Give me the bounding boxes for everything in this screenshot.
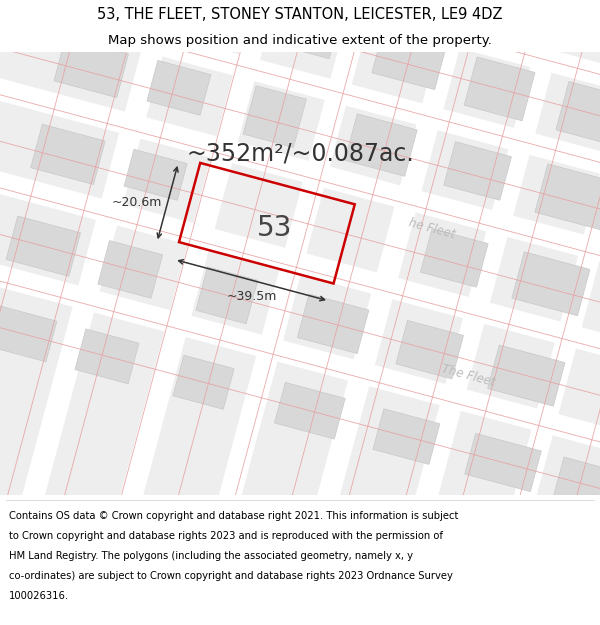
Polygon shape (0, 304, 57, 362)
Polygon shape (298, 294, 369, 354)
Polygon shape (274, 382, 345, 439)
Polygon shape (373, 409, 440, 464)
Polygon shape (372, 29, 446, 89)
Polygon shape (243, 86, 307, 148)
Text: 53, THE FLEET, STONEY STANTON, LEICESTER, LE9 4DZ: 53, THE FLEET, STONEY STANTON, LEICESTER… (97, 7, 503, 22)
Polygon shape (444, 142, 511, 200)
Polygon shape (0, 0, 234, 625)
Polygon shape (512, 252, 590, 316)
Polygon shape (0, 0, 600, 140)
Polygon shape (396, 321, 464, 379)
Polygon shape (0, 224, 600, 478)
Polygon shape (71, 0, 326, 625)
Polygon shape (421, 229, 488, 287)
Polygon shape (98, 241, 163, 298)
Text: The Fleet: The Fleet (440, 362, 496, 389)
Polygon shape (6, 216, 80, 276)
Polygon shape (124, 149, 187, 200)
Polygon shape (71, 0, 156, 19)
Polygon shape (174, 0, 248, 36)
Polygon shape (75, 329, 139, 384)
Text: Map shows position and indicative extent of the property.: Map shows position and indicative extent… (108, 34, 492, 47)
Polygon shape (147, 61, 211, 115)
Polygon shape (345, 114, 417, 176)
Text: to Crown copyright and database rights 2023 and is reproduced with the permissio: to Crown copyright and database rights 2… (9, 531, 443, 541)
Polygon shape (0, 0, 600, 222)
Polygon shape (0, 50, 600, 304)
Polygon shape (31, 124, 105, 184)
Text: ~20.6m: ~20.6m (111, 196, 161, 209)
Polygon shape (439, 0, 600, 625)
Text: co-ordinates) are subject to Crown copyright and database rights 2023 Ordnance S: co-ordinates) are subject to Crown copyr… (9, 571, 453, 581)
Text: Contains OS data © Crown copyright and database right 2021. This information is : Contains OS data © Crown copyright and d… (9, 511, 458, 521)
Polygon shape (553, 457, 600, 517)
Text: he Fleet: he Fleet (407, 217, 457, 242)
Text: ~352m²/~0.087ac.: ~352m²/~0.087ac. (186, 142, 414, 166)
Text: 100026316.: 100026316. (9, 591, 69, 601)
Polygon shape (465, 433, 541, 492)
Polygon shape (464, 57, 535, 121)
Polygon shape (535, 164, 600, 230)
Polygon shape (255, 0, 509, 625)
Polygon shape (173, 355, 234, 409)
Polygon shape (0, 137, 600, 391)
Polygon shape (54, 38, 128, 98)
Polygon shape (276, 6, 340, 59)
Text: HM Land Registry. The polygons (including the associated geometry, namely x, y: HM Land Registry. The polygons (includin… (9, 551, 413, 561)
Text: ~39.5m: ~39.5m (226, 290, 277, 303)
Text: 53: 53 (257, 214, 293, 243)
Polygon shape (556, 81, 600, 148)
Polygon shape (196, 267, 258, 324)
Polygon shape (347, 0, 600, 625)
Polygon shape (488, 345, 565, 406)
Polygon shape (163, 0, 418, 625)
